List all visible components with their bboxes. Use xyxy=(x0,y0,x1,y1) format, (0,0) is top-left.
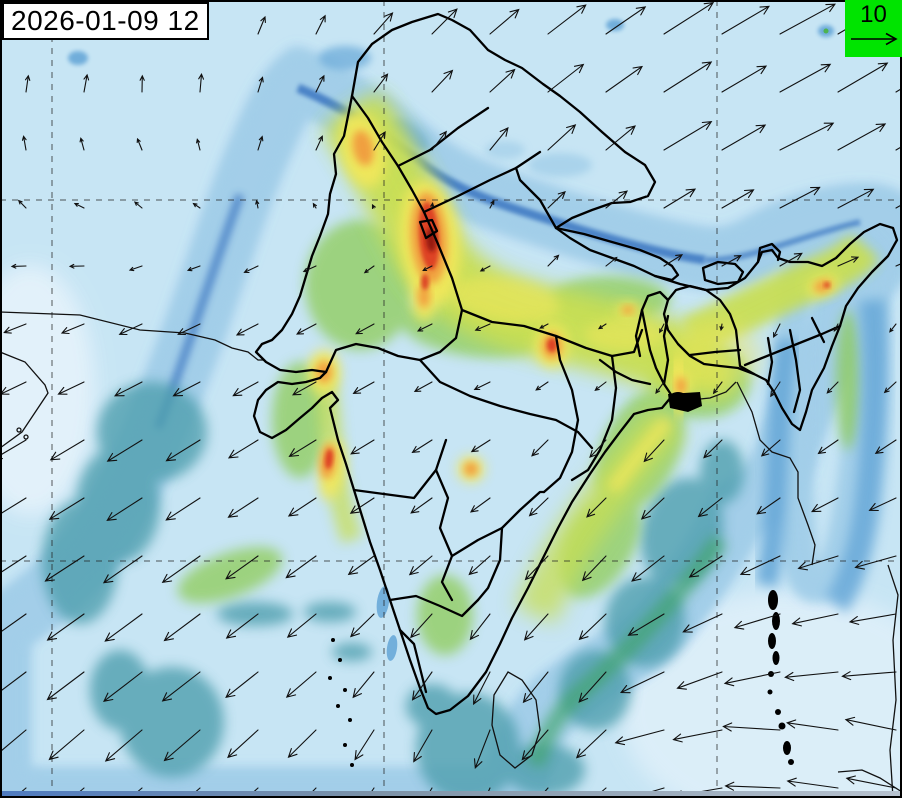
state-boundary-layer xyxy=(252,12,899,716)
reference-arrow-icon xyxy=(850,32,898,46)
timestamp-label: 2026-01-09 12 xyxy=(2,2,209,40)
bottom-strip xyxy=(0,791,902,798)
timestamp-text: 2026-01-09 12 xyxy=(11,5,200,36)
reference-wind-legend: 10 xyxy=(845,0,902,57)
wind-speed-value: 10 xyxy=(860,1,887,28)
coastline-layer xyxy=(0,311,902,798)
